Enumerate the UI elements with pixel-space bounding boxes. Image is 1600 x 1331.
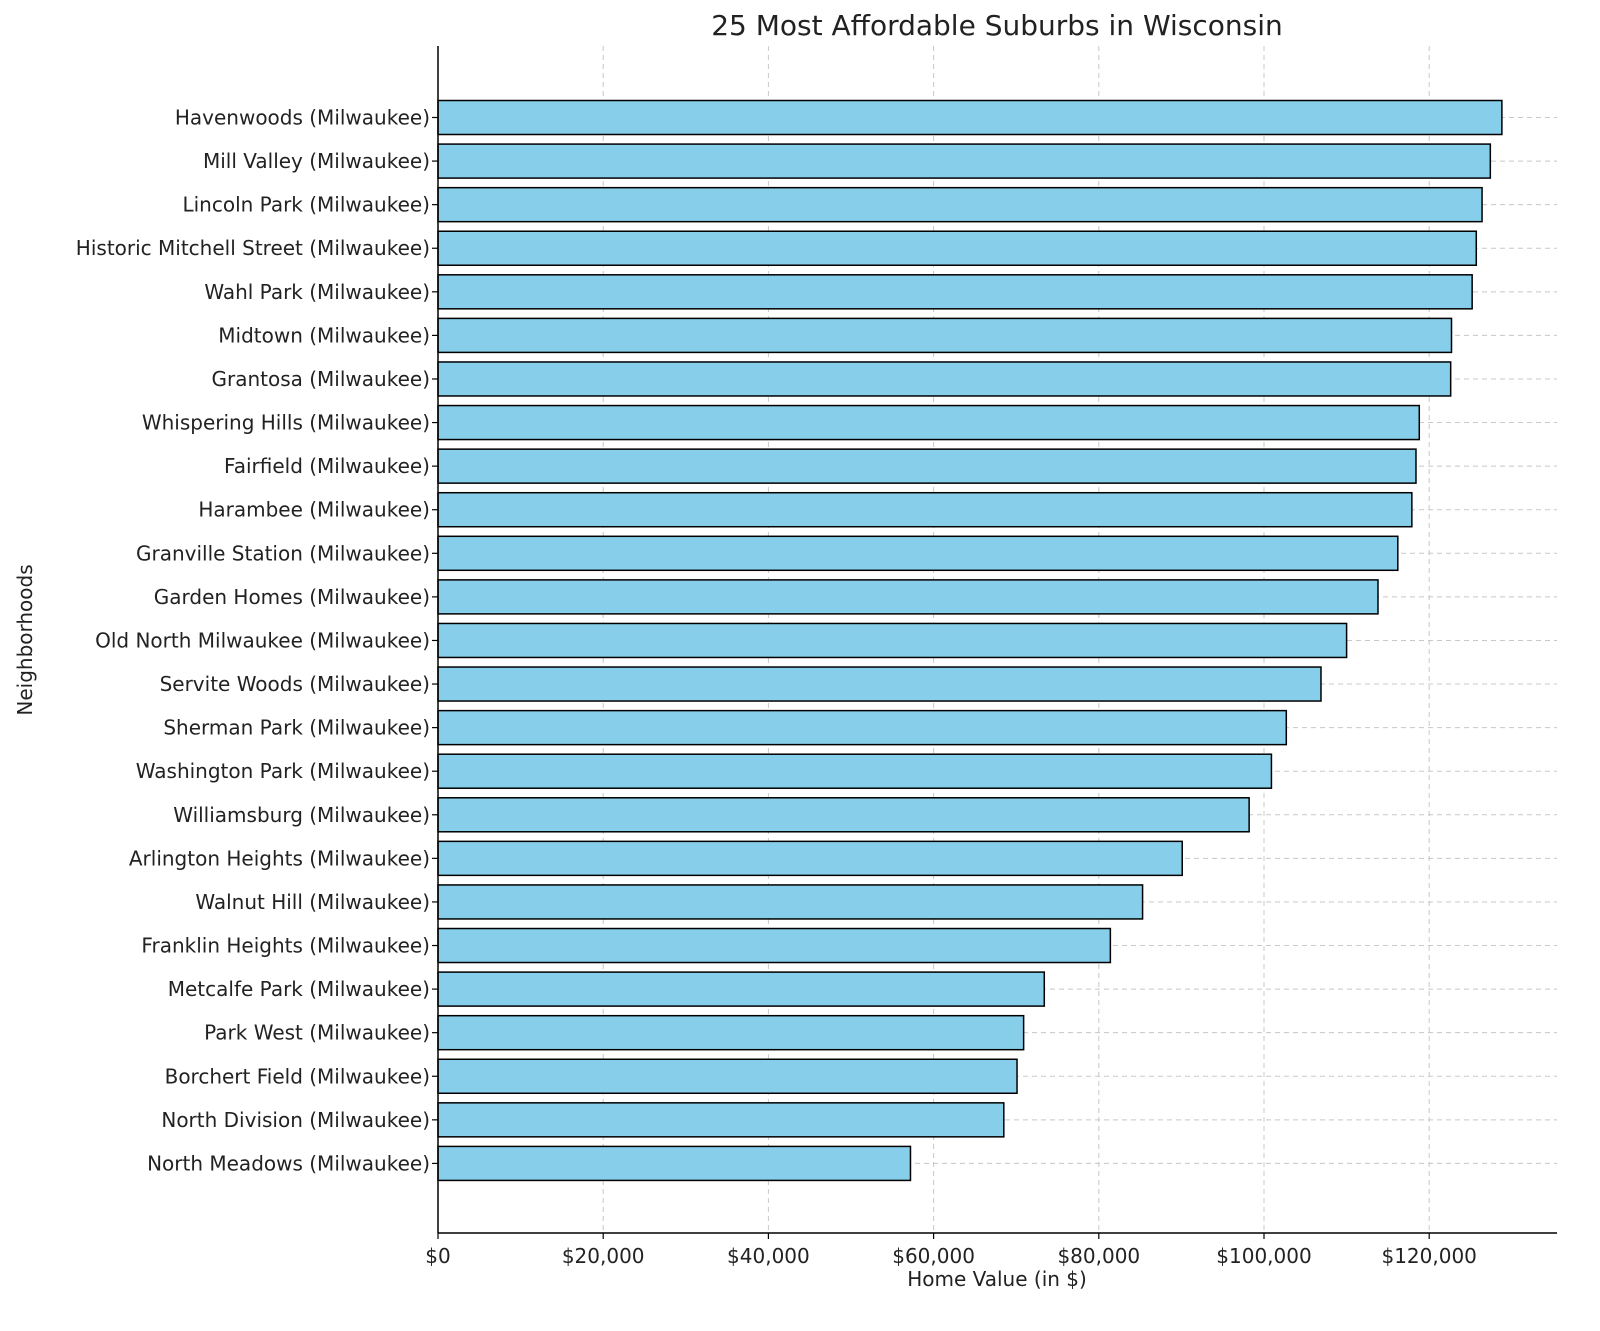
y-tick-label: Garden Homes (Milwaukee) <box>154 585 430 609</box>
y-tick-label: Harambee (Milwaukee) <box>198 498 430 522</box>
y-tick-label: Granville Station (Milwaukee) <box>136 541 430 565</box>
bar <box>437 622 1348 659</box>
bar <box>437 1014 1025 1051</box>
y-tick-label: Metcalfe Park (Milwaukee) <box>168 977 430 1001</box>
axes <box>437 46 1557 1234</box>
bar <box>437 579 1379 615</box>
y-tick-label: North Meadows (Milwaukee) <box>147 1151 430 1175</box>
bar <box>437 884 1144 920</box>
y-tick-label: Williamsburg (Milwaukee) <box>173 803 430 827</box>
bar <box>437 840 1183 877</box>
x-tick-label: $0 <box>425 1244 450 1268</box>
y-tick-label: Walnut Hill (Milwaukee) <box>195 890 430 914</box>
bar <box>437 1145 912 1182</box>
bar <box>437 404 1421 441</box>
y-tick-label: Old North Milwaukee (Milwaukee) <box>95 628 430 652</box>
bar <box>437 709 1288 746</box>
y-tick-label: Park West (Milwaukee) <box>204 1021 430 1045</box>
y-tick-label: Franklin Heights (Milwaukee) <box>141 934 430 958</box>
y-tick-label: Grantosa (Milwaukee) <box>211 367 430 391</box>
y-tick-label: North Division (Milwaukee) <box>161 1108 430 1132</box>
bar <box>437 317 1453 354</box>
bar <box>437 274 1473 310</box>
x-tick-labels: $0 $20,000 $40,000 $60,000 $80,000 $100,000 $1… <box>425 1233 1477 1268</box>
bar <box>437 230 1478 266</box>
y-tick-label: Servite Woods (Milwaukee) <box>160 672 430 696</box>
x-axis-label: Home Value (in $) <box>907 1267 1087 1291</box>
bar <box>437 797 1250 833</box>
chart-title: 25 Most Affordable Suburbs in Wisconsin <box>711 9 1283 42</box>
bar <box>437 535 1399 572</box>
bar <box>437 1058 1018 1095</box>
y-tick-label: Whispering Hills (Milwaukee) <box>142 411 430 435</box>
bar <box>437 753 1273 789</box>
x-tick-label: $60,000 <box>892 1244 975 1268</box>
x-tick-label: $20,000 <box>562 1244 645 1268</box>
y-tick-label: Fairfield (Milwaukee) <box>224 454 430 478</box>
bars <box>437 99 1503 1182</box>
y-axis-label: Neighborhoods <box>13 564 37 715</box>
bar <box>437 971 1046 1007</box>
bar <box>437 99 1503 136</box>
x-tick-label: $40,000 <box>727 1244 810 1268</box>
y-tick-label: Borchert Field (Milwaukee) <box>165 1064 430 1088</box>
x-tick-label: $80,000 <box>1057 1244 1140 1268</box>
bar <box>437 448 1417 484</box>
y-tick-label: Washington Park (Milwaukee) <box>136 759 430 783</box>
bar <box>437 666 1322 702</box>
bar <box>437 1102 1005 1138</box>
bar <box>437 186 1483 223</box>
y-tick-label: Wahl Park (Milwaukee) <box>204 280 430 304</box>
y-tick-label: Midtown (Milwaukee) <box>218 323 430 347</box>
y-tick-label: Lincoln Park (Milwaukee) <box>182 193 430 217</box>
bar <box>437 361 1452 397</box>
y-tick-label: Havenwoods (Milwaukee) <box>175 106 430 130</box>
y-tick-labels: Havenwoods (Milwaukee) Mill Valley (Milwa… <box>76 106 438 1175</box>
x-tick-label: $100,000 <box>1216 1244 1311 1268</box>
y-tick-label: Arlington Heights (Milwaukee) <box>129 846 430 870</box>
y-tick-label: Mill Valley (Milwaukee) <box>203 149 430 173</box>
y-tick-label: Historic Mitchell Street (Milwaukee) <box>76 236 430 260</box>
y-tick-label: Sherman Park (Milwaukee) <box>163 716 430 740</box>
bar <box>437 143 1492 179</box>
x-tick-label: $120,000 <box>1381 1244 1476 1268</box>
bar <box>437 927 1112 964</box>
bar <box>437 491 1413 528</box>
